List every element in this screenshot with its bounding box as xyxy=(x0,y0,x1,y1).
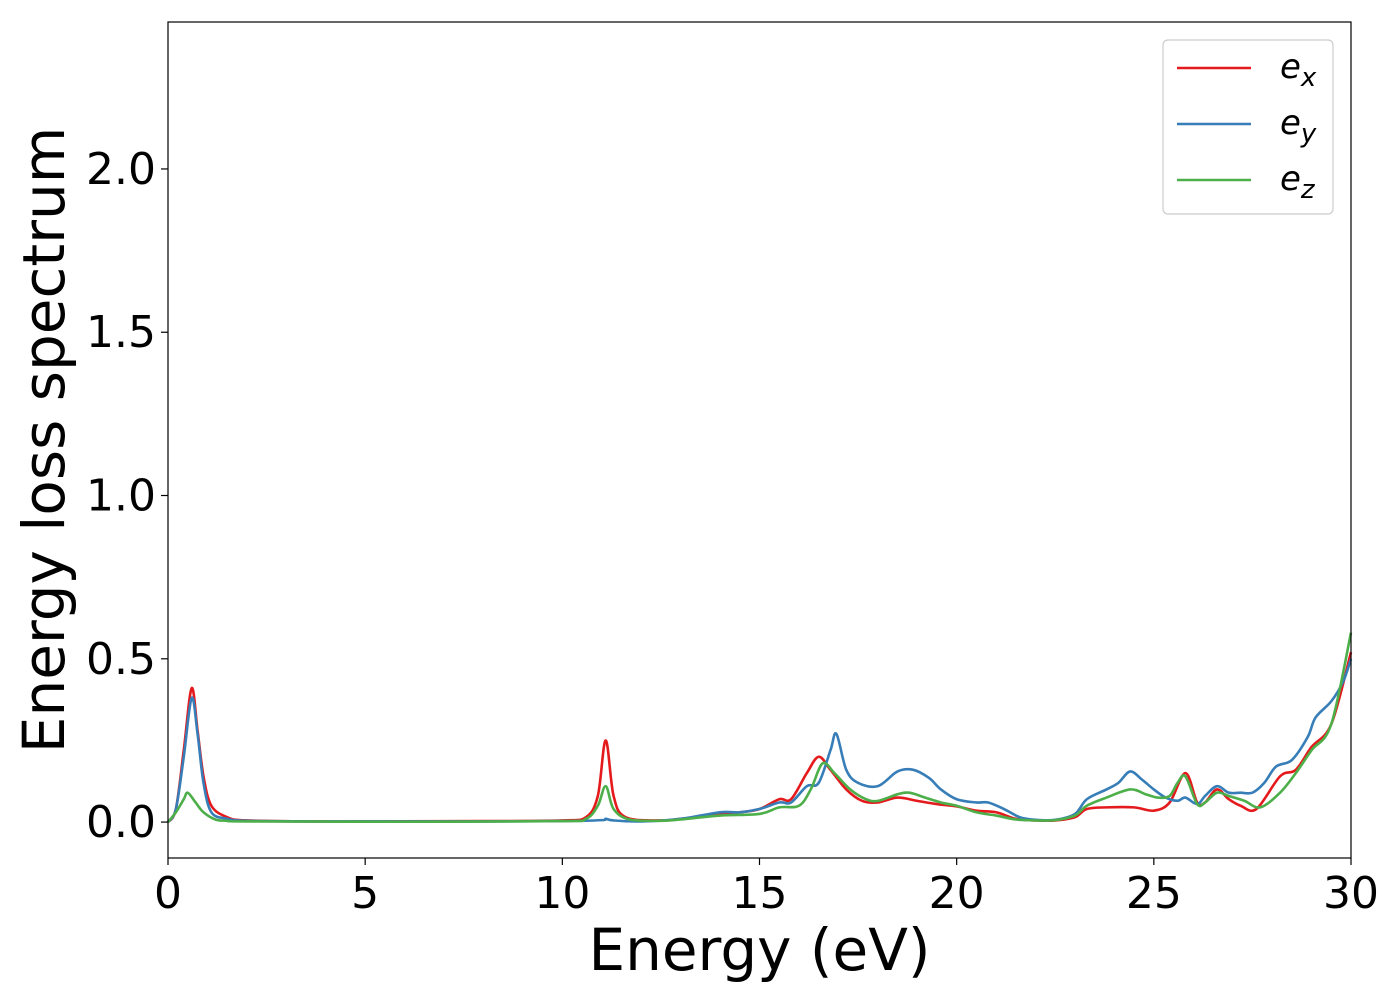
x-axis-label: Energy (eV) xyxy=(588,916,930,984)
x-tick-label: 10 xyxy=(534,868,590,919)
legend-label-x: ex xyxy=(1280,47,1317,93)
y-tick-label: 2.0 xyxy=(86,144,156,195)
legend-label-y: ey xyxy=(1280,103,1317,149)
x-axis-ticks: 0 5 10 15 20 25 30 xyxy=(154,858,1379,919)
y-tick-label: 0.5 xyxy=(86,634,156,685)
series-layer xyxy=(166,632,1353,824)
x-tick-label: 0 xyxy=(154,868,182,919)
y-tick-label: 0.0 xyxy=(86,797,156,848)
plot-background xyxy=(168,22,1351,858)
legend-box xyxy=(1162,39,1334,215)
x-tick-label: 5 xyxy=(351,868,379,919)
legend-label-z: ez xyxy=(1280,159,1316,205)
x-tick-label: 25 xyxy=(1126,868,1182,919)
x-tick-label: 20 xyxy=(929,868,985,919)
series-line-z xyxy=(166,632,1353,824)
legend: ex ey ez xyxy=(1162,39,1334,215)
y-axis-label: Energy loss spectrum xyxy=(10,127,78,753)
x-tick-label: 30 xyxy=(1323,868,1379,919)
y-axis-ticks: 0.0 0.5 1.0 1.5 2.0 xyxy=(86,144,168,848)
y-tick-label: 1.0 xyxy=(86,471,156,522)
x-tick-label: 15 xyxy=(732,868,788,919)
y-tick-label: 1.5 xyxy=(86,307,156,358)
